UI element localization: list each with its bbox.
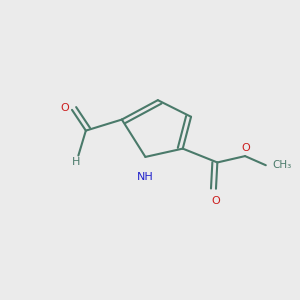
Text: O: O [241, 143, 250, 153]
Text: H: H [71, 157, 80, 167]
Text: CH₃: CH₃ [273, 160, 292, 170]
Text: NH: NH [137, 172, 154, 182]
Text: O: O [61, 103, 70, 113]
Text: O: O [212, 196, 220, 206]
